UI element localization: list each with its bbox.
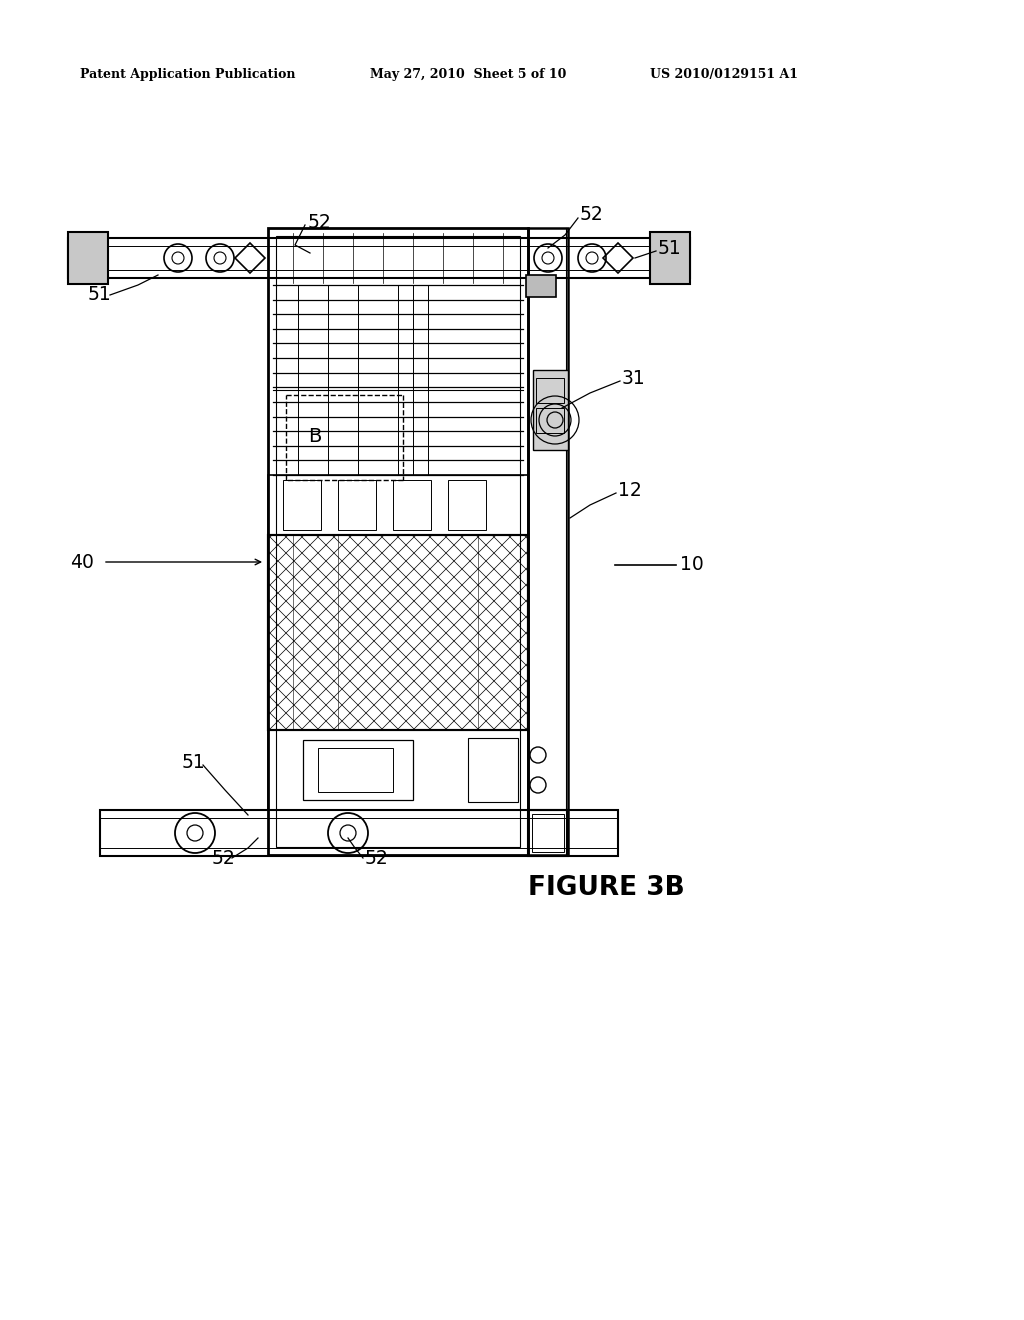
Text: 51: 51	[88, 285, 112, 305]
Bar	[468, 738, 518, 803]
Bar	[534, 370, 568, 450]
Bar	[303, 741, 413, 800]
Text: 52: 52	[308, 213, 332, 231]
Bar	[68, 238, 690, 279]
Bar	[536, 408, 564, 433]
Text: B: B	[308, 428, 322, 446]
Text: 10: 10	[680, 556, 703, 574]
Bar	[100, 810, 618, 855]
Bar	[393, 480, 431, 531]
Bar	[532, 814, 564, 851]
Text: 31: 31	[622, 368, 646, 388]
Bar	[276, 236, 520, 847]
Bar	[526, 275, 556, 297]
Text: 51: 51	[658, 239, 682, 257]
Text: FIGURE 3B: FIGURE 3B	[528, 875, 685, 902]
Bar	[268, 535, 528, 730]
Bar	[338, 480, 376, 531]
Bar	[268, 228, 528, 855]
Bar	[528, 810, 568, 855]
Bar	[449, 480, 486, 531]
Text: US 2010/0129151 A1: US 2010/0129151 A1	[650, 69, 798, 81]
Bar	[268, 730, 528, 810]
Bar	[650, 232, 690, 284]
Bar	[68, 232, 108, 284]
Bar	[268, 535, 528, 730]
Text: Patent Application Publication: Patent Application Publication	[80, 69, 296, 81]
Text: 52: 52	[580, 206, 604, 224]
Bar	[528, 228, 568, 855]
Text: 12: 12	[618, 480, 642, 499]
Bar	[283, 480, 321, 531]
Text: 51: 51	[182, 752, 206, 771]
Text: 52: 52	[365, 849, 389, 867]
Text: 52: 52	[212, 849, 236, 867]
Text: 40: 40	[70, 553, 94, 572]
Bar	[318, 748, 393, 792]
Bar	[268, 475, 528, 535]
Bar	[536, 378, 564, 403]
Text: May 27, 2010  Sheet 5 of 10: May 27, 2010 Sheet 5 of 10	[370, 69, 566, 81]
